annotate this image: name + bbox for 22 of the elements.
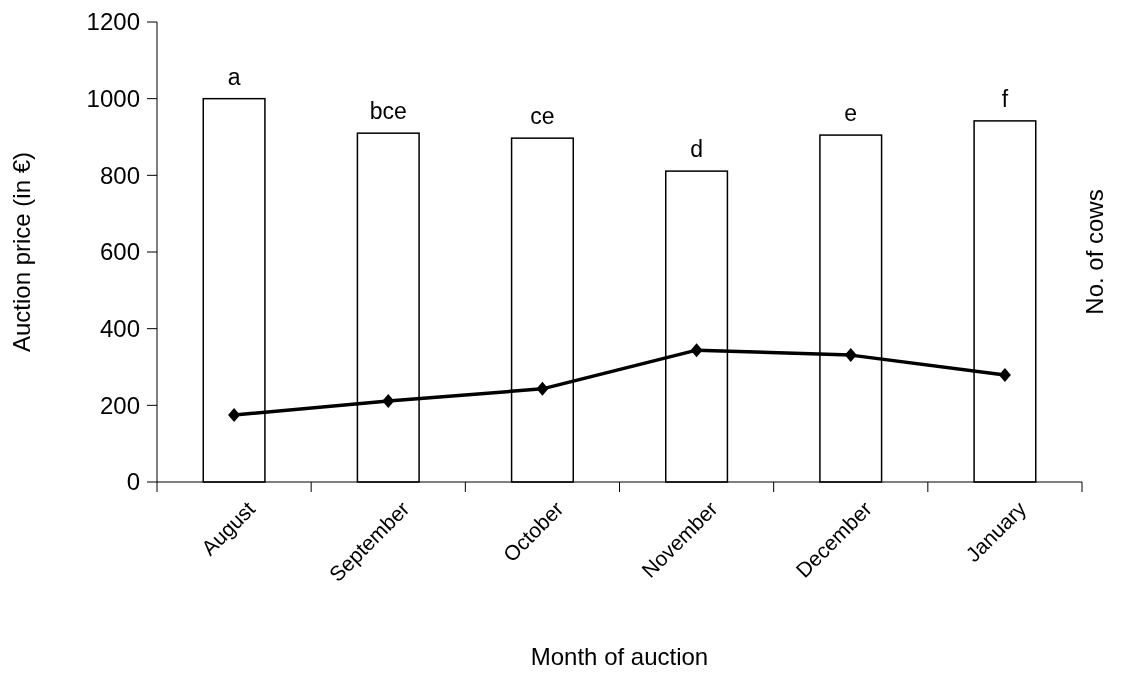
point [844, 348, 857, 363]
annotation: f [1001, 85, 1009, 112]
y-tick-label: 1200 [86, 8, 140, 36]
point [536, 381, 549, 396]
x-axis-title: Month of auction [530, 643, 709, 670]
point [998, 368, 1011, 383]
y-tick-label: 600 [99, 238, 140, 266]
annotation: ce [530, 103, 555, 130]
point [228, 407, 241, 422]
y2-axis-title: No. of cows [1081, 189, 1108, 315]
y-tick-label: 800 [99, 161, 140, 189]
annotation: bce [369, 98, 407, 125]
point [382, 394, 395, 409]
point [690, 343, 703, 358]
y-tick-label: 200 [99, 391, 140, 419]
annotation: e [844, 100, 858, 127]
y-tick-label: 0 [126, 468, 140, 496]
annotation: a [227, 63, 241, 90]
y-axis-title: Auction price (in €) [8, 151, 35, 353]
y-tick-label: 1000 [86, 85, 140, 113]
y-tick-label: 400 [99, 315, 140, 343]
annotation: d [690, 136, 703, 163]
